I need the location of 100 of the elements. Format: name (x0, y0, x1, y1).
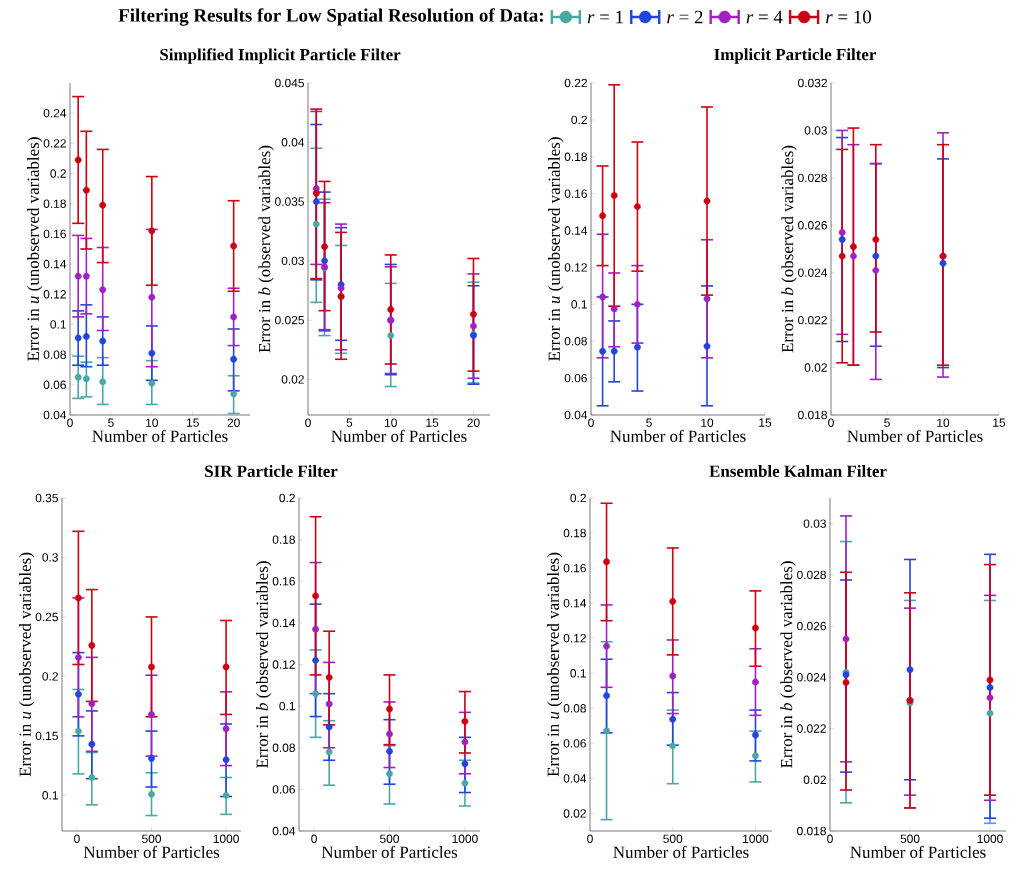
y-tick-label: 0.1 (279, 701, 295, 711)
legend-label: r = 2 (667, 10, 703, 24)
y-tick-label: 0.22 (43, 139, 66, 148)
legend-label: r = 1 (587, 10, 623, 24)
y-tick-label: 0.08 (564, 337, 587, 346)
y-tick-label: 0.35 (35, 493, 58, 503)
y-tick-label: 0.08 (563, 704, 586, 713)
y-tick-label: 0.2 (50, 169, 66, 178)
x-tick-label: 10 (384, 418, 397, 427)
y-tick-label: 0.03 (803, 519, 826, 528)
y-tick-label: 0.12 (563, 633, 586, 643)
x-tick-label: 5 (646, 418, 652, 427)
x-axis-title: Number of Particles (321, 845, 458, 858)
x-tick-label: 20 (467, 418, 480, 427)
y-tick-label: 0.18 (563, 528, 586, 538)
y-tick-label: 0.035 (275, 197, 304, 206)
y-axis-title: Error in u (unobserved variables) (547, 552, 563, 777)
y-tick-label: 0.03 (804, 126, 827, 135)
x-tick-label: 1000 (743, 834, 769, 843)
y-tick-label: 0.15 (35, 731, 58, 741)
x-tick-label: 0 (587, 834, 593, 843)
x-tick-label: 0 (67, 418, 73, 427)
x-tick-label: 1000 (452, 834, 478, 843)
x-tick-label: 500 (142, 834, 162, 843)
y-tick-label: 0.1 (50, 320, 66, 329)
y-tick-label: 0.25 (35, 612, 58, 622)
x-tick-label: 10 (146, 418, 159, 427)
y-tick-label: 0.02 (804, 363, 827, 372)
y-tick-label: 0.028 (797, 570, 826, 580)
y-tick-label: 0.018 (797, 826, 826, 836)
y-tick-label: 0.024 (798, 268, 828, 277)
y-axis-title: Error in u (unobserved variables) (27, 137, 43, 361)
y-tick-label: 0.06 (43, 380, 66, 390)
y-tick-label: 0.04 (272, 826, 296, 836)
y-tick-label: 0.06 (272, 785, 295, 794)
y-tick-label: 0.018 (798, 410, 827, 420)
x-tick-label: 0 (828, 418, 834, 427)
chart-title: SIR Particle Filter (205, 465, 338, 477)
y-tick-label: 0.024 (797, 673, 827, 682)
x-tick-label: 1000 (977, 834, 1003, 843)
y-tick-label: 0.18 (272, 535, 295, 544)
y-tick-label: 0.2 (570, 493, 586, 503)
y-tick-label: 0.16 (563, 563, 586, 573)
y-tick-label: 0.14 (564, 226, 588, 235)
y-tick-label: 0.06 (564, 373, 587, 383)
x-tick-label: 20 (227, 418, 240, 427)
y-tick-label: 0.24 (43, 108, 67, 118)
y-tick-label: 0.14 (43, 259, 67, 269)
x-tick-label: 5 (108, 418, 114, 427)
x-tick-label: 0 (311, 834, 317, 843)
x-tick-label: 15 (759, 418, 772, 427)
chart-title: Implicit Particle Filter (714, 48, 877, 64)
y-tick-label: 0.18 (43, 199, 66, 208)
y-tick-label: 0.028 (798, 173, 827, 183)
y-tick-label: 0.02 (803, 775, 826, 784)
x-axis-title: Number of Particles (613, 845, 749, 858)
y-tick-label: 0.16 (43, 229, 66, 239)
y-tick-label: 0.022 (798, 315, 827, 325)
x-tick-label: 500 (380, 834, 400, 843)
x-axis-title: Number of Particles (331, 429, 467, 442)
y-tick-label: 0.045 (275, 78, 304, 88)
y-tick-label: 0.04 (43, 410, 67, 420)
x-tick-label: 500 (900, 834, 920, 843)
y-tick-label: 0.06 (563, 739, 586, 748)
x-axis-title: Number of Particles (847, 429, 983, 442)
y-axis-title: Error in b (observed variables) (781, 145, 797, 353)
y-tick-label: 0.12 (272, 660, 295, 669)
y-tick-label: 0.12 (43, 290, 66, 299)
y-tick-label: 0.08 (272, 743, 295, 752)
y-tick-label: 0.14 (272, 618, 296, 628)
y-tick-label: 0.2 (571, 115, 587, 125)
y-tick-label: 0.16 (564, 189, 587, 198)
x-tick-label: 0 (588, 418, 594, 427)
y-tick-label: 0.04 (281, 138, 305, 147)
legend-label: r = 10 (826, 10, 872, 24)
legend-label: r = 4 (746, 10, 783, 24)
y-tick-label: 0.12 (564, 263, 587, 272)
y-tick-label: 0.2 (42, 672, 58, 681)
y-axis-title: Error in u (unobserved variables) (19, 552, 35, 777)
y-tick-label: 0.1 (570, 669, 586, 678)
x-tick-label: 15 (186, 418, 199, 427)
x-axis-title: Number of Particles (83, 845, 220, 858)
y-tick-label: 0.022 (797, 724, 826, 733)
y-tick-label: 0.3 (42, 553, 58, 562)
x-axis-title: Number of Particles (610, 429, 746, 442)
chart-title: Simplified Implicit Particle Filter (160, 48, 401, 64)
y-axis-title: Error in b (observed variables) (258, 145, 274, 353)
x-tick-label: 15 (426, 418, 439, 427)
x-tick-label: 10 (937, 418, 950, 427)
y-axis-title: Error in b (observed variables) (780, 561, 796, 768)
x-tick-label: 0 (305, 418, 311, 427)
y-tick-label: 0.2 (279, 493, 295, 503)
x-tick-label: 5 (884, 418, 890, 427)
y-tick-label: 0.18 (564, 152, 587, 162)
y-tick-label: 0.026 (798, 221, 827, 230)
x-tick-label: 0 (827, 834, 833, 843)
y-tick-label: 0.03 (281, 256, 304, 266)
y-tick-label: 0.1 (571, 300, 587, 309)
y-tick-label: 0.14 (563, 598, 587, 608)
x-tick-label: 1000 (213, 834, 239, 843)
